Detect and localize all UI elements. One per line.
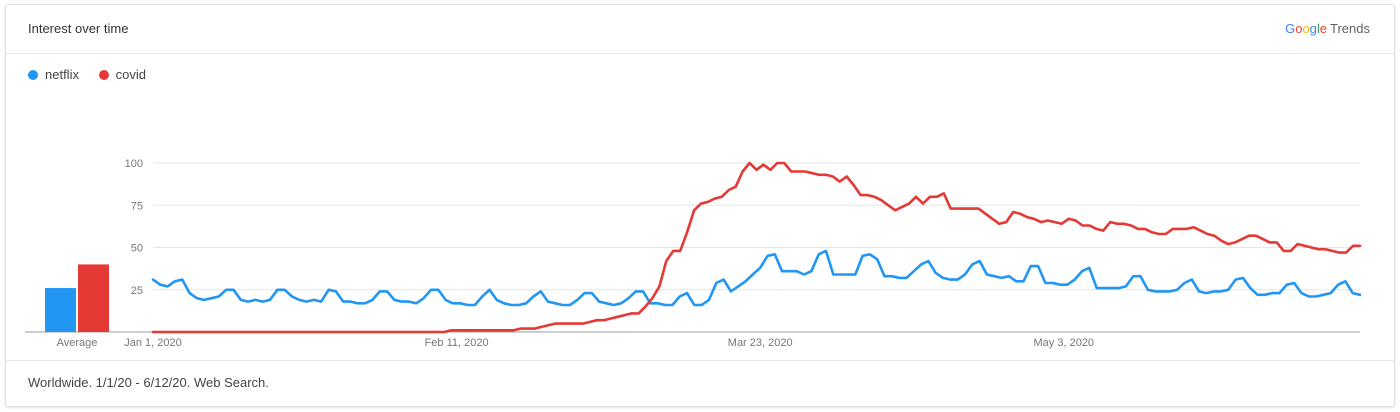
google-trends-logo[interactable]: Google Trends <box>1285 21 1370 36</box>
card-footer: Worldwide. 1/1/20 - 6/12/20. Web Search. <box>6 360 1394 406</box>
x-tick-label: Jan 1, 2020 <box>124 337 182 349</box>
x-tick-label: Feb 11, 2020 <box>425 337 489 349</box>
x-tick-label: May 3, 2020 <box>1034 337 1095 349</box>
legend-dot-covid <box>98 70 109 80</box>
average-bar-netflix <box>45 288 76 332</box>
legend-label-covid: covid <box>115 67 146 82</box>
average-label: Average <box>57 337 98 349</box>
legend-item-netflix[interactable]: netflix <box>28 67 79 82</box>
legend: netflix covid <box>28 67 162 82</box>
footer-caption: Worldwide. 1/1/20 - 6/12/20. Web Search. <box>28 375 269 390</box>
x-tick-label: Mar 23, 2020 <box>728 337 793 349</box>
card-title: Interest over time <box>28 21 129 36</box>
legend-dot-netflix <box>28 70 38 80</box>
series-line-covid <box>151 161 1362 334</box>
y-tick-label: 100 <box>125 158 143 170</box>
average-bar-covid <box>78 264 109 332</box>
series-line-netflix <box>151 249 1362 307</box>
card-header: Interest over time Google Trends <box>6 5 1394 54</box>
y-tick-label: 25 <box>131 285 143 297</box>
legend-label-netflix: netflix <box>45 67 79 82</box>
brand-product: Trends <box>1330 21 1370 36</box>
y-tick-label: 75 <box>131 200 143 212</box>
legend-item-covid[interactable]: covid <box>98 67 146 82</box>
y-tick-label: 50 <box>131 243 143 255</box>
